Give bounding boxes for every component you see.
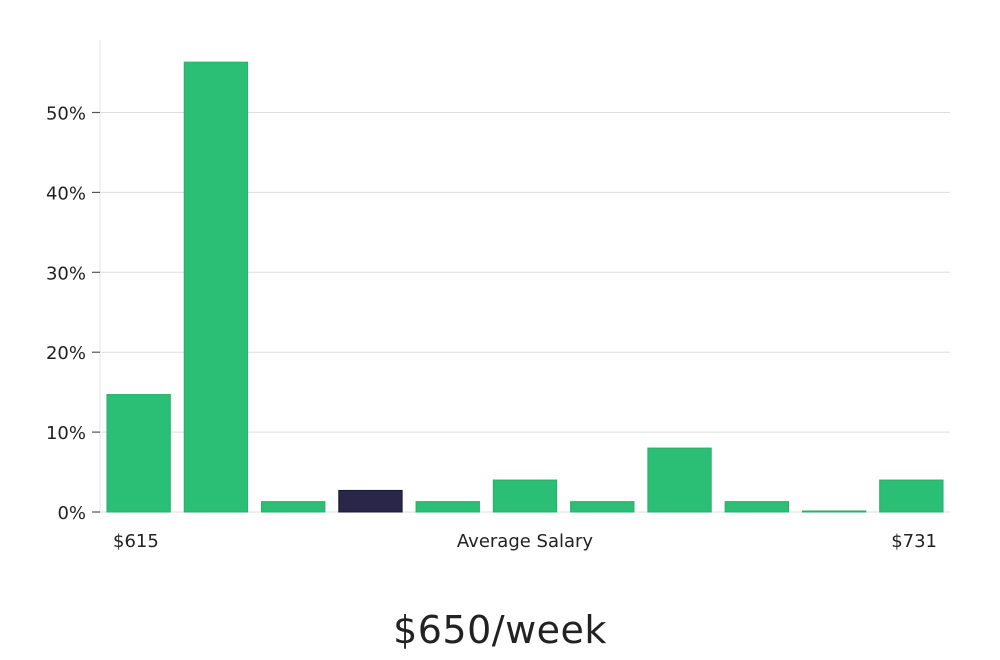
bar-highlighted [338, 489, 403, 513]
bar [724, 501, 790, 513]
bar [183, 61, 249, 513]
bar [570, 501, 635, 513]
bar [879, 479, 944, 513]
bar [492, 479, 558, 513]
x-min-label: $615 [113, 531, 159, 552]
bar [261, 501, 326, 513]
y-tick-label: 30% [46, 263, 86, 284]
y-tick-label: 0% [57, 503, 86, 524]
salary-value: $650/week [393, 608, 607, 652]
y-tick-label: 20% [46, 343, 86, 364]
y-tick-label: 50% [46, 104, 86, 125]
bar [647, 447, 712, 513]
bar [801, 510, 867, 513]
bars [106, 61, 944, 513]
y-tick-label: 10% [46, 423, 86, 444]
y-tick-label: 40% [46, 183, 86, 204]
bar [106, 394, 171, 513]
x-axis-title: Average Salary [457, 531, 594, 552]
y-axis-ticks: 0% 10% 20% 30% 40% 50% [46, 104, 100, 524]
bar [415, 501, 480, 513]
x-max-label: $731 [891, 531, 937, 552]
